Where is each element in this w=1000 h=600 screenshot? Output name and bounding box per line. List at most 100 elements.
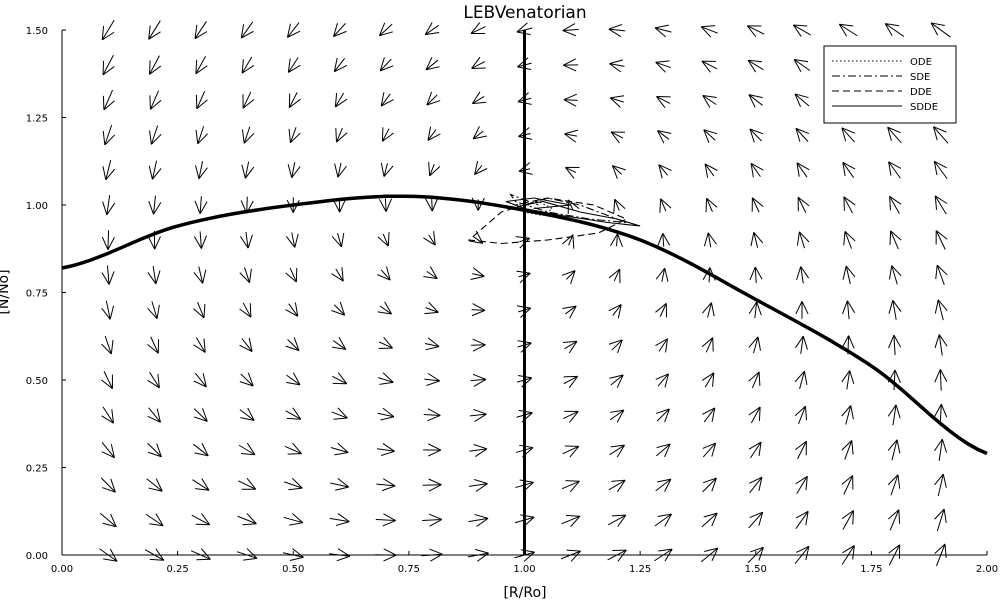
- field-arrow: [239, 231, 253, 249]
- field-arrow: [887, 474, 901, 496]
- field-arrow: [701, 337, 714, 353]
- y-tick-label: 1.25: [26, 114, 48, 125]
- field-arrow: [283, 513, 304, 526]
- field-arrow: [932, 126, 949, 144]
- x-tick-label: 2.00: [976, 564, 998, 575]
- field-arrow: [424, 22, 440, 36]
- field-arrow: [609, 95, 625, 108]
- field-arrow: [842, 300, 856, 320]
- field-arrow: [241, 56, 255, 74]
- field-arrow: [335, 127, 348, 143]
- x-tick-label: 0.50: [282, 564, 304, 575]
- field-arrow: [655, 338, 669, 353]
- plot-lines: [61, 30, 988, 555]
- field-arrow: [101, 441, 115, 459]
- field-arrow: [239, 372, 254, 387]
- field-arrow: [331, 407, 348, 420]
- field-arrow: [655, 267, 669, 282]
- field-arrow: [377, 301, 392, 315]
- field-arrow: [193, 231, 207, 249]
- legend-label-sde: SDE: [910, 72, 930, 83]
- field-arrow: [376, 478, 396, 492]
- field-arrow: [428, 161, 441, 177]
- field-arrow: [749, 476, 763, 494]
- field-arrow: [424, 301, 439, 315]
- field-arrow: [609, 409, 625, 423]
- field-arrow: [609, 444, 625, 458]
- trajectory-sdde: [505, 197, 641, 227]
- field-arrow: [381, 127, 394, 142]
- field-arrow: [796, 162, 810, 178]
- field-arrow: [101, 230, 115, 250]
- field-arrow: [423, 443, 442, 457]
- field-arrow: [469, 408, 487, 422]
- field-arrow: [195, 56, 208, 75]
- field-arrow: [469, 443, 488, 457]
- field-arrow: [147, 442, 162, 458]
- field-arrow: [330, 442, 349, 456]
- field-arrow: [427, 126, 441, 141]
- field-arrow: [655, 478, 672, 492]
- field-arrow: [470, 373, 487, 387]
- field-arrow: [238, 477, 257, 490]
- field-arrow: [748, 406, 761, 424]
- field-arrow: [471, 338, 486, 352]
- field-arrow: [842, 161, 856, 179]
- field-arrow: [468, 478, 488, 492]
- field-arrow: [288, 127, 301, 144]
- y-tick-label: 0.50: [26, 376, 48, 387]
- field-arrow: [750, 231, 764, 248]
- field-arrow: [751, 197, 764, 213]
- field-arrow: [611, 165, 626, 179]
- field-arrow: [377, 407, 395, 421]
- field-arrow: [378, 198, 393, 212]
- field-arrow: [149, 125, 162, 145]
- field-arrow: [608, 268, 621, 284]
- field-arrow: [563, 375, 579, 388]
- field-arrow: [190, 548, 211, 561]
- field-arrow: [193, 301, 206, 319]
- field-arrow: [795, 301, 809, 319]
- field-arrow: [746, 25, 765, 38]
- field-arrow: [607, 549, 627, 562]
- field-arrow: [565, 166, 580, 179]
- field-arrow: [471, 56, 486, 69]
- field-arrow: [841, 510, 855, 530]
- field-arrow: [654, 513, 672, 527]
- field-arrow: [934, 299, 948, 321]
- x-tick-label: 1.25: [629, 564, 651, 575]
- field-arrow: [700, 25, 718, 38]
- field-arrow: [237, 513, 257, 526]
- legend-box: [823, 45, 957, 124]
- field-arrow: [100, 477, 116, 493]
- field-arrow: [241, 126, 255, 144]
- field-arrow: [334, 162, 347, 178]
- field-arrow: [794, 405, 808, 424]
- legend-label-sdde: SDDE: [910, 102, 938, 113]
- field-arrow: [472, 126, 488, 140]
- field-arrow: [704, 163, 718, 178]
- field-arrow: [146, 478, 163, 492]
- field-arrow: [888, 161, 902, 179]
- field-arrow: [194, 21, 208, 40]
- field-arrow: [191, 513, 211, 526]
- field-arrow: [378, 337, 393, 349]
- field-arrow: [562, 305, 577, 319]
- field-arrow: [378, 22, 393, 37]
- field-arrow: [613, 198, 626, 214]
- field-arrow: [285, 337, 300, 352]
- field-arrow: [795, 335, 808, 354]
- field-arrow: [239, 407, 255, 421]
- field-arrow: [795, 510, 809, 529]
- field-arrow: [333, 23, 347, 38]
- field-arrow: [888, 509, 901, 531]
- field-arrow: [561, 480, 580, 493]
- field-arrow: [147, 301, 160, 319]
- field-arrow: [703, 129, 718, 143]
- field-arrow: [888, 265, 902, 285]
- field-arrow: [702, 442, 717, 458]
- field-arrow: [149, 55, 162, 75]
- field-arrow: [701, 372, 715, 388]
- field-arrow: [474, 160, 488, 176]
- field-arrow: [609, 233, 624, 248]
